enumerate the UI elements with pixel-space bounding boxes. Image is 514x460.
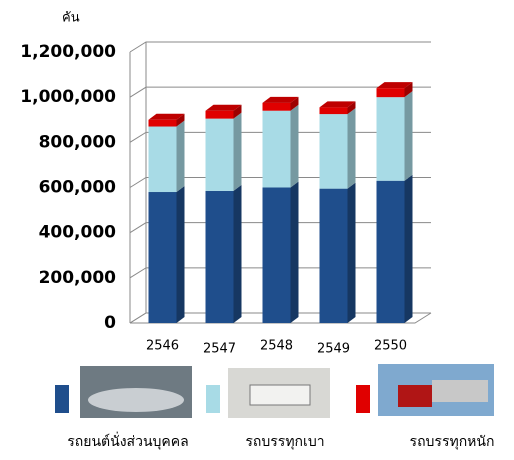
bar-segment xyxy=(205,190,234,323)
photo-truck-trailer xyxy=(432,380,488,402)
bar-side xyxy=(290,104,299,188)
x-tick-label: 2549 xyxy=(317,342,350,357)
y-tick-label: 200,000 xyxy=(39,268,117,288)
bar-side xyxy=(176,186,185,323)
legend-label: รถยนต์นั่งส่วนบุคคล xyxy=(67,432,188,450)
y-tick-label: 400,000 xyxy=(39,223,117,243)
legend-label: รถบรรทุกเบา xyxy=(245,434,324,450)
x-tick-label: 2550 xyxy=(374,339,407,354)
bar-side xyxy=(233,112,242,191)
bar-side xyxy=(176,113,185,127)
bar-top xyxy=(148,113,185,120)
y-tick-label: 800,000 xyxy=(39,132,117,152)
bar-side xyxy=(404,82,413,98)
legend-label: รถบรรทุกหนัก xyxy=(410,434,495,450)
y-tick-label: 1,200,000 xyxy=(20,42,116,62)
legend-swatch xyxy=(55,385,69,413)
bar-segment xyxy=(319,114,348,189)
bar-side xyxy=(347,182,356,323)
y-tick-label: 1,000,000 xyxy=(20,87,116,107)
bar-side xyxy=(347,108,356,189)
bar-side xyxy=(347,101,356,115)
bar-side xyxy=(233,104,242,119)
bar-segment xyxy=(319,188,348,323)
bar-side xyxy=(290,96,299,111)
x-tick-label: 2546 xyxy=(146,339,179,354)
bar-segment xyxy=(205,118,234,191)
bar-segment xyxy=(205,110,234,119)
bar-top xyxy=(205,104,242,111)
bar-top xyxy=(319,101,356,108)
bar-top xyxy=(262,96,299,103)
photo-truck-cab xyxy=(398,385,432,407)
bar-segment xyxy=(262,102,291,111)
x-tick-label: 2547 xyxy=(203,342,236,357)
legend-swatch xyxy=(356,385,370,413)
bar-segment xyxy=(376,88,405,98)
photo-car-body xyxy=(88,388,184,412)
y-unit-label: คัน xyxy=(62,11,80,26)
bar-segment xyxy=(148,192,177,323)
bar-segment xyxy=(262,110,291,188)
bar-segment xyxy=(262,187,291,323)
legend-photos xyxy=(80,364,494,418)
legend-swatch xyxy=(206,385,220,413)
bar-segment xyxy=(376,97,405,181)
bar-side xyxy=(290,181,299,323)
bar-side xyxy=(404,174,413,323)
bar-side xyxy=(233,184,242,323)
photo-pickup-body xyxy=(249,384,311,406)
y-tick-label: 600,000 xyxy=(39,178,117,198)
grid-line xyxy=(129,86,431,98)
x-tick-label: 2548 xyxy=(260,339,293,354)
bar-segment xyxy=(319,107,348,115)
bar-segment xyxy=(376,180,405,323)
grid-line xyxy=(129,41,431,53)
bar-side xyxy=(176,120,185,193)
bar-top xyxy=(376,82,413,89)
bar-side xyxy=(404,91,413,181)
y-tick-label: 0 xyxy=(104,313,116,333)
bar-segment xyxy=(148,119,177,127)
bar-segment xyxy=(148,126,177,193)
